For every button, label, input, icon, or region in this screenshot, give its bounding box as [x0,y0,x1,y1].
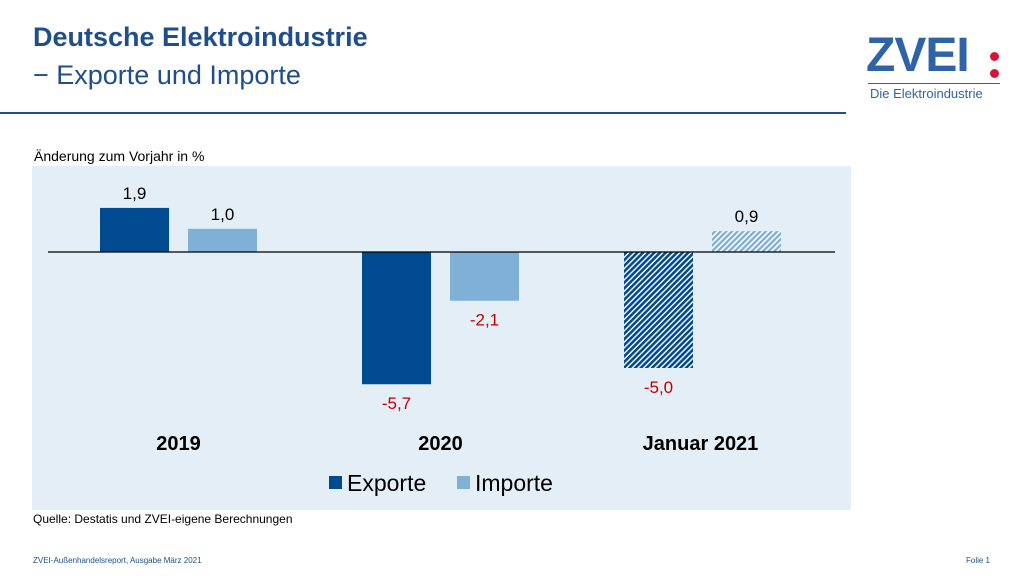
data-label: -5,0 [644,378,673,397]
data-label: 0,9 [735,207,759,226]
slide-number: Folie 1 [965,556,990,565]
bar-importe-1 [450,252,519,301]
legend-swatch-exporte [329,476,342,489]
zvei-logo: ZVEI Die Elektroindustrie [866,30,1006,105]
category-label: 2020 [418,433,463,455]
legend-label: Exporte [347,470,426,496]
footer-report: ZVEI-Außenhandelsreport, Ausgabe März 20… [33,556,202,565]
data-label: 1,9 [123,184,147,203]
data-label: -2,1 [470,311,499,330]
legend-label: Importe [475,470,553,496]
category-label: 2019 [156,433,201,455]
bar-exporte-0 [100,207,169,252]
logo-text: ZVEI [866,29,970,82]
bar-importe-0 [188,228,257,252]
source-note: Quelle: Destatis und ZVEI-eigene Berechn… [33,512,293,526]
page-title: Deutsche Elektroindustrie [33,22,368,52]
title-divider [0,112,846,114]
category-label: Januar 2021 [643,433,759,455]
logo-line [868,83,1000,84]
data-label: 1,0 [211,205,235,224]
page-subtitle: − Exporte und Importe [33,60,301,90]
bar-importe-2 [712,231,781,252]
bar-exporte-1 [362,252,431,385]
logo-tagline: Die Elektroindustrie [870,86,983,101]
legend-swatch-importe [457,476,470,489]
y-axis-label: Änderung zum Vorjahr in % [34,148,205,164]
data-label: -5,7 [382,394,411,413]
bar-exporte-2 [624,252,693,368]
